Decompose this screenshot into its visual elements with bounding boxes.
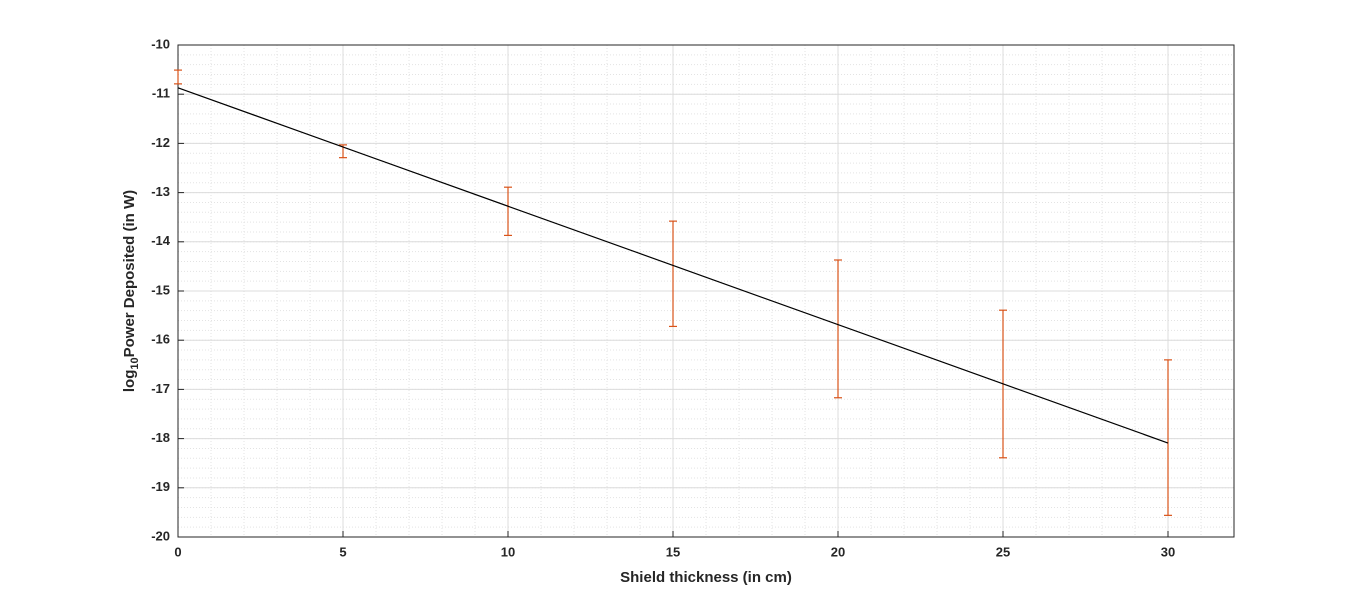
y-label-sub: 10 bbox=[129, 357, 141, 369]
x-tick-label: 25 bbox=[996, 544, 1010, 559]
x-tick-label: 0 bbox=[174, 544, 181, 559]
y-tick-label: -20 bbox=[151, 528, 170, 543]
y-tick-label: -11 bbox=[152, 86, 170, 101]
y-axis-label: log10Power Deposited (in W) bbox=[121, 190, 141, 392]
y-tick-label: -10 bbox=[151, 36, 170, 51]
y-label-rest: Power Deposited (in W) bbox=[121, 190, 138, 358]
plot-frame bbox=[177, 44, 1235, 538]
y-tick-label: -12 bbox=[151, 135, 170, 150]
y-tick-label: -13 bbox=[151, 184, 170, 199]
x-tick-label: 15 bbox=[666, 544, 680, 559]
fit-line bbox=[177, 87, 1169, 444]
x-tick-label: 30 bbox=[1161, 544, 1175, 559]
x-tick-label: 5 bbox=[339, 544, 346, 559]
x-tick-label: 20 bbox=[831, 544, 845, 559]
y-tick-label: -15 bbox=[151, 282, 170, 297]
x-tick-label: 10 bbox=[501, 544, 515, 559]
y-tick-label: -18 bbox=[151, 430, 170, 445]
y-tick-label: -16 bbox=[151, 332, 170, 347]
y-tick-label: -19 bbox=[151, 479, 170, 494]
y-tick-label: -17 bbox=[151, 381, 170, 396]
y-tick-label: -14 bbox=[151, 233, 171, 248]
y-label-base: log bbox=[121, 370, 138, 393]
x-axis-label: Shield thickness (in cm) bbox=[620, 569, 792, 586]
